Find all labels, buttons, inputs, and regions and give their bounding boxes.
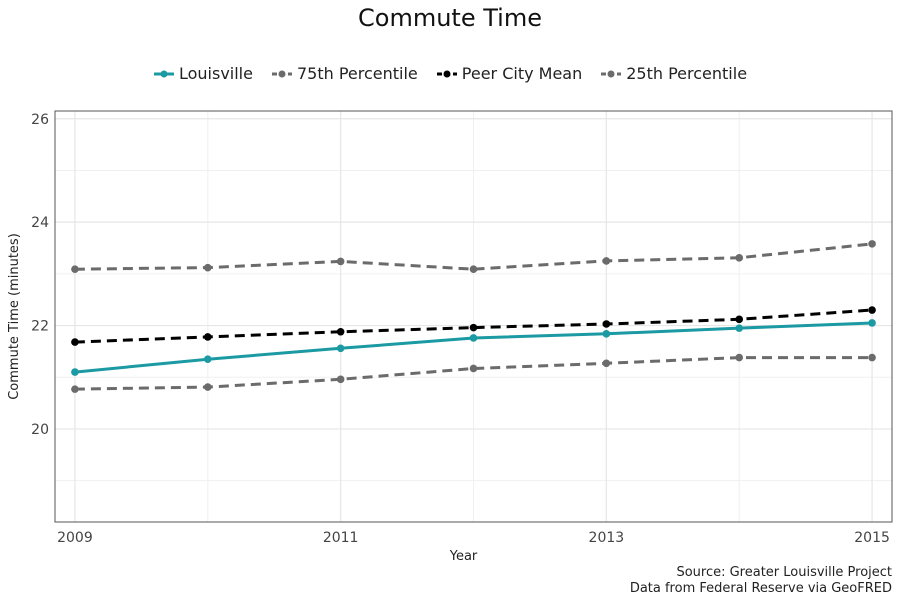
data-point-peer-city-mean <box>735 315 744 324</box>
data-point-peer-city-mean <box>203 333 212 341</box>
y-axis-title: Commute Time (minutes) <box>7 233 22 400</box>
x-tick-label: 2015 <box>854 530 890 546</box>
data-point-75th-percentile <box>469 265 478 273</box>
data-point-peer-city-mean <box>71 338 79 346</box>
legend-label: Peer City Mean <box>461 64 583 83</box>
y-tick-label: 26 <box>31 112 49 128</box>
legend-key-peer-city-mean <box>436 70 457 77</box>
legend-item-25th-percentile: 25th Percentile <box>600 64 747 83</box>
data-point-75th-percentile <box>735 254 744 262</box>
data-point-louisville <box>868 319 876 327</box>
legend-item-75th-percentile: 75th Percentile <box>271 64 418 83</box>
x-tick-label: 2011 <box>323 530 359 546</box>
data-point-25th-percentile <box>602 359 611 368</box>
caption-data-note: Data from Federal Reserve via GeoFRED <box>629 581 892 596</box>
data-point-75th-percentile <box>868 240 876 248</box>
data-point-25th-percentile <box>469 364 478 373</box>
y-tick-label: 24 <box>31 215 49 231</box>
legend-label: Louisville <box>178 64 253 83</box>
data-point-louisville <box>602 330 611 338</box>
chart-title: Commute Time <box>358 4 542 32</box>
legend-label: 75th Percentile <box>296 64 418 83</box>
legend-key-75th-percentile <box>271 70 292 77</box>
data-point-louisville <box>71 368 79 376</box>
legend-label: 25th Percentile <box>626 64 748 83</box>
data-point-louisville <box>203 355 212 363</box>
data-point-peer-city-mean <box>868 306 876 314</box>
x-tick-label: 2009 <box>57 530 93 546</box>
legend-item-peer-city-mean: Peer City Mean <box>436 64 582 83</box>
legend: Louisville 75th Percentile Peer City Mean 2… <box>0 64 900 83</box>
data-point-louisville <box>469 334 478 342</box>
data-point-75th-percentile <box>203 263 212 272</box>
data-point-25th-percentile <box>203 383 212 391</box>
legend-item-louisville: Louisville <box>153 64 253 83</box>
y-tick-label: 22 <box>31 319 49 335</box>
data-point-75th-percentile <box>336 257 345 266</box>
data-point-peer-city-mean <box>602 320 611 328</box>
data-point-25th-percentile <box>71 385 79 393</box>
data-point-25th-percentile <box>336 375 345 384</box>
data-point-75th-percentile <box>602 257 611 265</box>
y-tick-label: 20 <box>31 422 49 438</box>
data-point-louisville <box>336 344 345 353</box>
data-point-25th-percentile <box>868 353 876 362</box>
data-point-peer-city-mean <box>336 327 345 336</box>
data-point-louisville <box>735 324 744 332</box>
data-point-peer-city-mean <box>469 323 478 332</box>
x-tick-label: 2013 <box>589 530 625 546</box>
data-point-25th-percentile <box>735 353 744 362</box>
caption-source: Source: Greater Louisville Project <box>676 565 892 580</box>
x-axis-title: Year <box>449 549 478 564</box>
legend-key-louisville <box>153 70 174 77</box>
panel-border <box>54 110 893 523</box>
legend-key-25th-percentile <box>601 70 622 77</box>
data-point-75th-percentile <box>71 265 79 273</box>
caption: Source: Greater Louisville Project Data … <box>630 565 892 597</box>
